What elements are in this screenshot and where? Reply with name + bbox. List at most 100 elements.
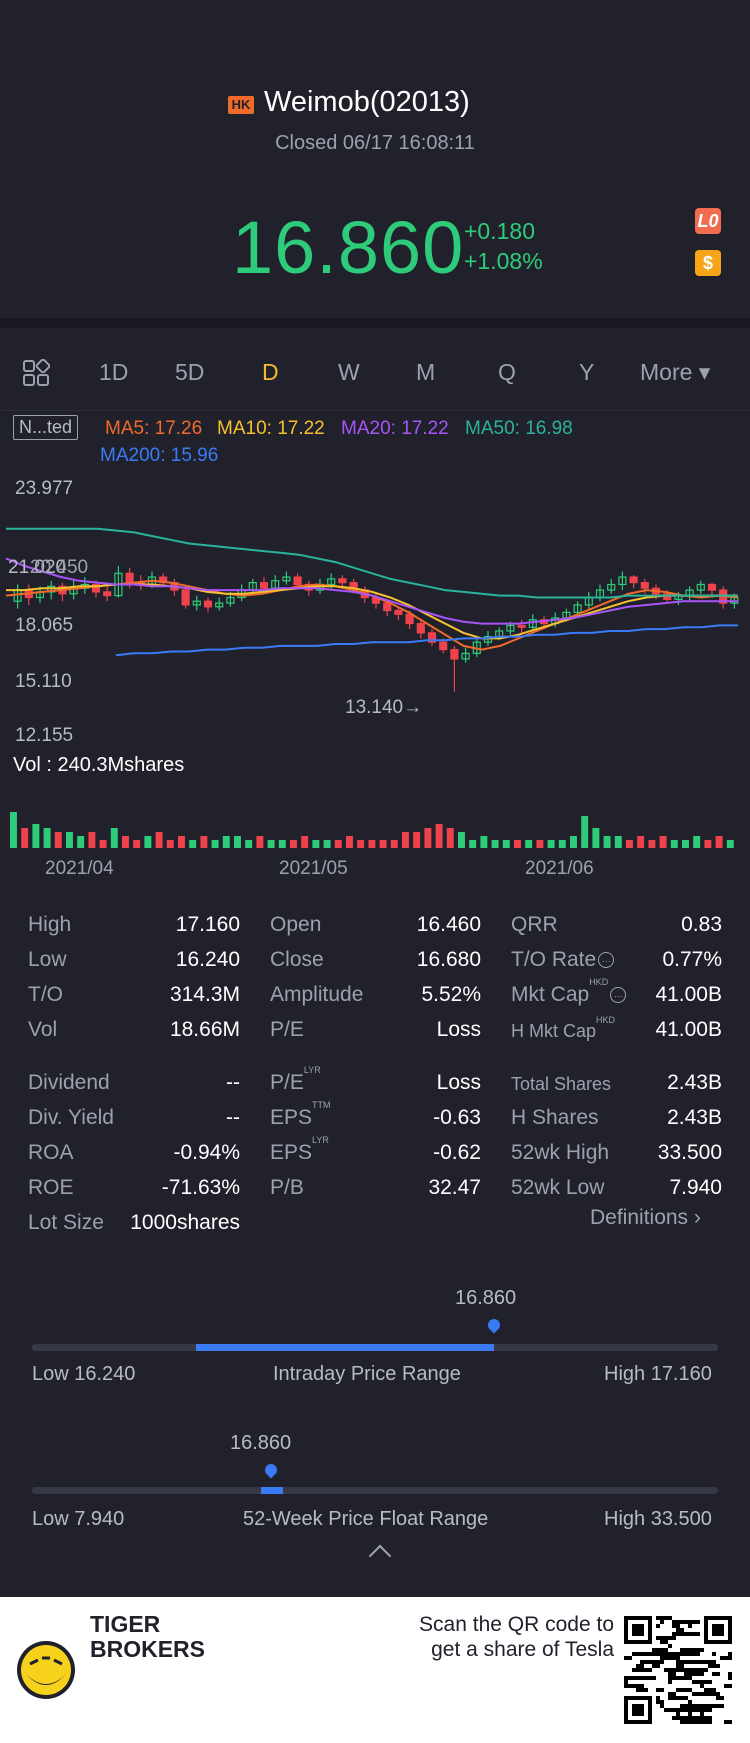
- qr-module: [708, 1720, 712, 1724]
- stat-label: 52wk High: [511, 1141, 610, 1164]
- currency-badge[interactable]: $: [695, 250, 721, 276]
- qr-module: [664, 1636, 668, 1640]
- qr-module: [660, 1656, 664, 1660]
- tab-month[interactable]: M: [416, 359, 436, 385]
- volume-bar: [390, 840, 398, 848]
- qr-module: [640, 1684, 644, 1688]
- volume-bar: [32, 824, 40, 848]
- volume-bar: [267, 840, 275, 848]
- tabs-divider: [0, 410, 750, 411]
- adjustment-selector[interactable]: N...ted: [13, 415, 79, 440]
- week52-marker-icon: [262, 1461, 280, 1479]
- qr-module: [696, 1704, 700, 1708]
- ma200-label: MA200: 15.96: [100, 445, 219, 466]
- qr-module: [696, 1620, 700, 1624]
- candle-body: [528, 619, 537, 628]
- chart-layout-icon[interactable]: [22, 359, 50, 387]
- qr-module: [640, 1664, 644, 1668]
- info-icon[interactable]: …: [598, 952, 615, 969]
- qr-module: [696, 1672, 700, 1676]
- candlestick-chart[interactable]: [0, 470, 750, 760]
- qr-module: [644, 1668, 648, 1672]
- qr-module: [708, 1708, 712, 1712]
- tab-year[interactable]: Y: [579, 359, 595, 385]
- volume-bar: [77, 836, 85, 848]
- definitions-link[interactable]: Definitions ›: [590, 1206, 701, 1229]
- qr-module: [728, 1656, 732, 1660]
- qr-module: [704, 1708, 708, 1712]
- volume-bar: [334, 840, 342, 848]
- collapse-chevron-icon[interactable]: [368, 1544, 392, 1568]
- qr-module: [632, 1676, 636, 1680]
- volume-bar: [458, 832, 465, 848]
- qr-module: [652, 1660, 656, 1664]
- qr-module: [692, 1716, 696, 1720]
- volume-bar: [514, 840, 521, 848]
- tab-5d[interactable]: 5D: [175, 359, 205, 385]
- week52-high-label: High 33.500: [604, 1508, 712, 1530]
- qr-module: [676, 1620, 680, 1624]
- tab-quarter[interactable]: Q: [498, 359, 516, 385]
- tab-week[interactable]: W: [338, 359, 360, 385]
- candle-body: [181, 589, 190, 606]
- volume-bar: [189, 840, 197, 848]
- volume-bar: [480, 836, 488, 848]
- tab-more[interactable]: More ▾: [640, 359, 711, 385]
- tab-day[interactable]: D: [262, 359, 279, 385]
- qr-module: [624, 1684, 628, 1688]
- qr-module: [700, 1712, 704, 1716]
- stat-value: 0.77%: [662, 948, 722, 971]
- y-tick-label: 12.155: [15, 725, 74, 746]
- qr-module: [684, 1648, 688, 1652]
- intraday-marker-icon: [485, 1316, 503, 1334]
- qr-module: [692, 1620, 696, 1624]
- volume-bar: [43, 828, 51, 848]
- qr-module: [688, 1632, 692, 1636]
- qr-module: [688, 1668, 692, 1672]
- qr-module: [680, 1664, 684, 1668]
- stat-label: QRR: [511, 913, 558, 936]
- qr-module: [704, 1668, 708, 1672]
- info-icon[interactable]: …: [610, 987, 627, 1004]
- candle-body: [327, 578, 336, 586]
- stat-label: P/B: [270, 1176, 304, 1199]
- y-tick-label: 15.110: [15, 671, 72, 692]
- qr-module: [660, 1636, 664, 1640]
- volume-bar: [435, 824, 443, 848]
- qr-module: [676, 1696, 680, 1700]
- qr-code-icon[interactable]: [624, 1616, 732, 1724]
- qr-module: [688, 1648, 692, 1652]
- candle-body: [607, 583, 616, 591]
- qr-module: [688, 1672, 692, 1676]
- qr-module: [696, 1648, 700, 1652]
- change-value: +0.180: [464, 218, 535, 244]
- qr-module: [672, 1696, 676, 1700]
- tab-1d[interactable]: 1D: [99, 359, 129, 385]
- qr-module: [708, 1664, 712, 1668]
- qr-module: [636, 1664, 640, 1668]
- qr-module: [624, 1680, 628, 1684]
- qr-module: [640, 1652, 644, 1656]
- qr-module: [688, 1716, 692, 1720]
- stat-label: Low: [28, 948, 67, 971]
- qr-module: [712, 1688, 716, 1692]
- level-badge[interactable]: L0: [695, 208, 721, 234]
- qr-module: [660, 1652, 664, 1656]
- qr-module: [656, 1648, 660, 1652]
- stat-value: 18.66M: [169, 1018, 240, 1041]
- qr-module: [680, 1696, 684, 1700]
- low-marker: 13.140→: [345, 697, 423, 718]
- qr-module: [644, 1660, 648, 1664]
- candle-body: [338, 578, 347, 584]
- qr-module: [644, 1688, 648, 1692]
- qr-module: [680, 1628, 684, 1632]
- volume-bar: [502, 840, 510, 848]
- volume-bar: [10, 812, 17, 848]
- qr-module: [684, 1660, 688, 1664]
- volume-bar: [726, 840, 734, 848]
- qr-module: [680, 1652, 684, 1656]
- qr-module: [712, 1652, 716, 1656]
- volume-label: Vol : 240.3Mshares: [13, 754, 185, 776]
- volume-bar: [659, 836, 667, 848]
- volume-chart[interactable]: [0, 800, 750, 850]
